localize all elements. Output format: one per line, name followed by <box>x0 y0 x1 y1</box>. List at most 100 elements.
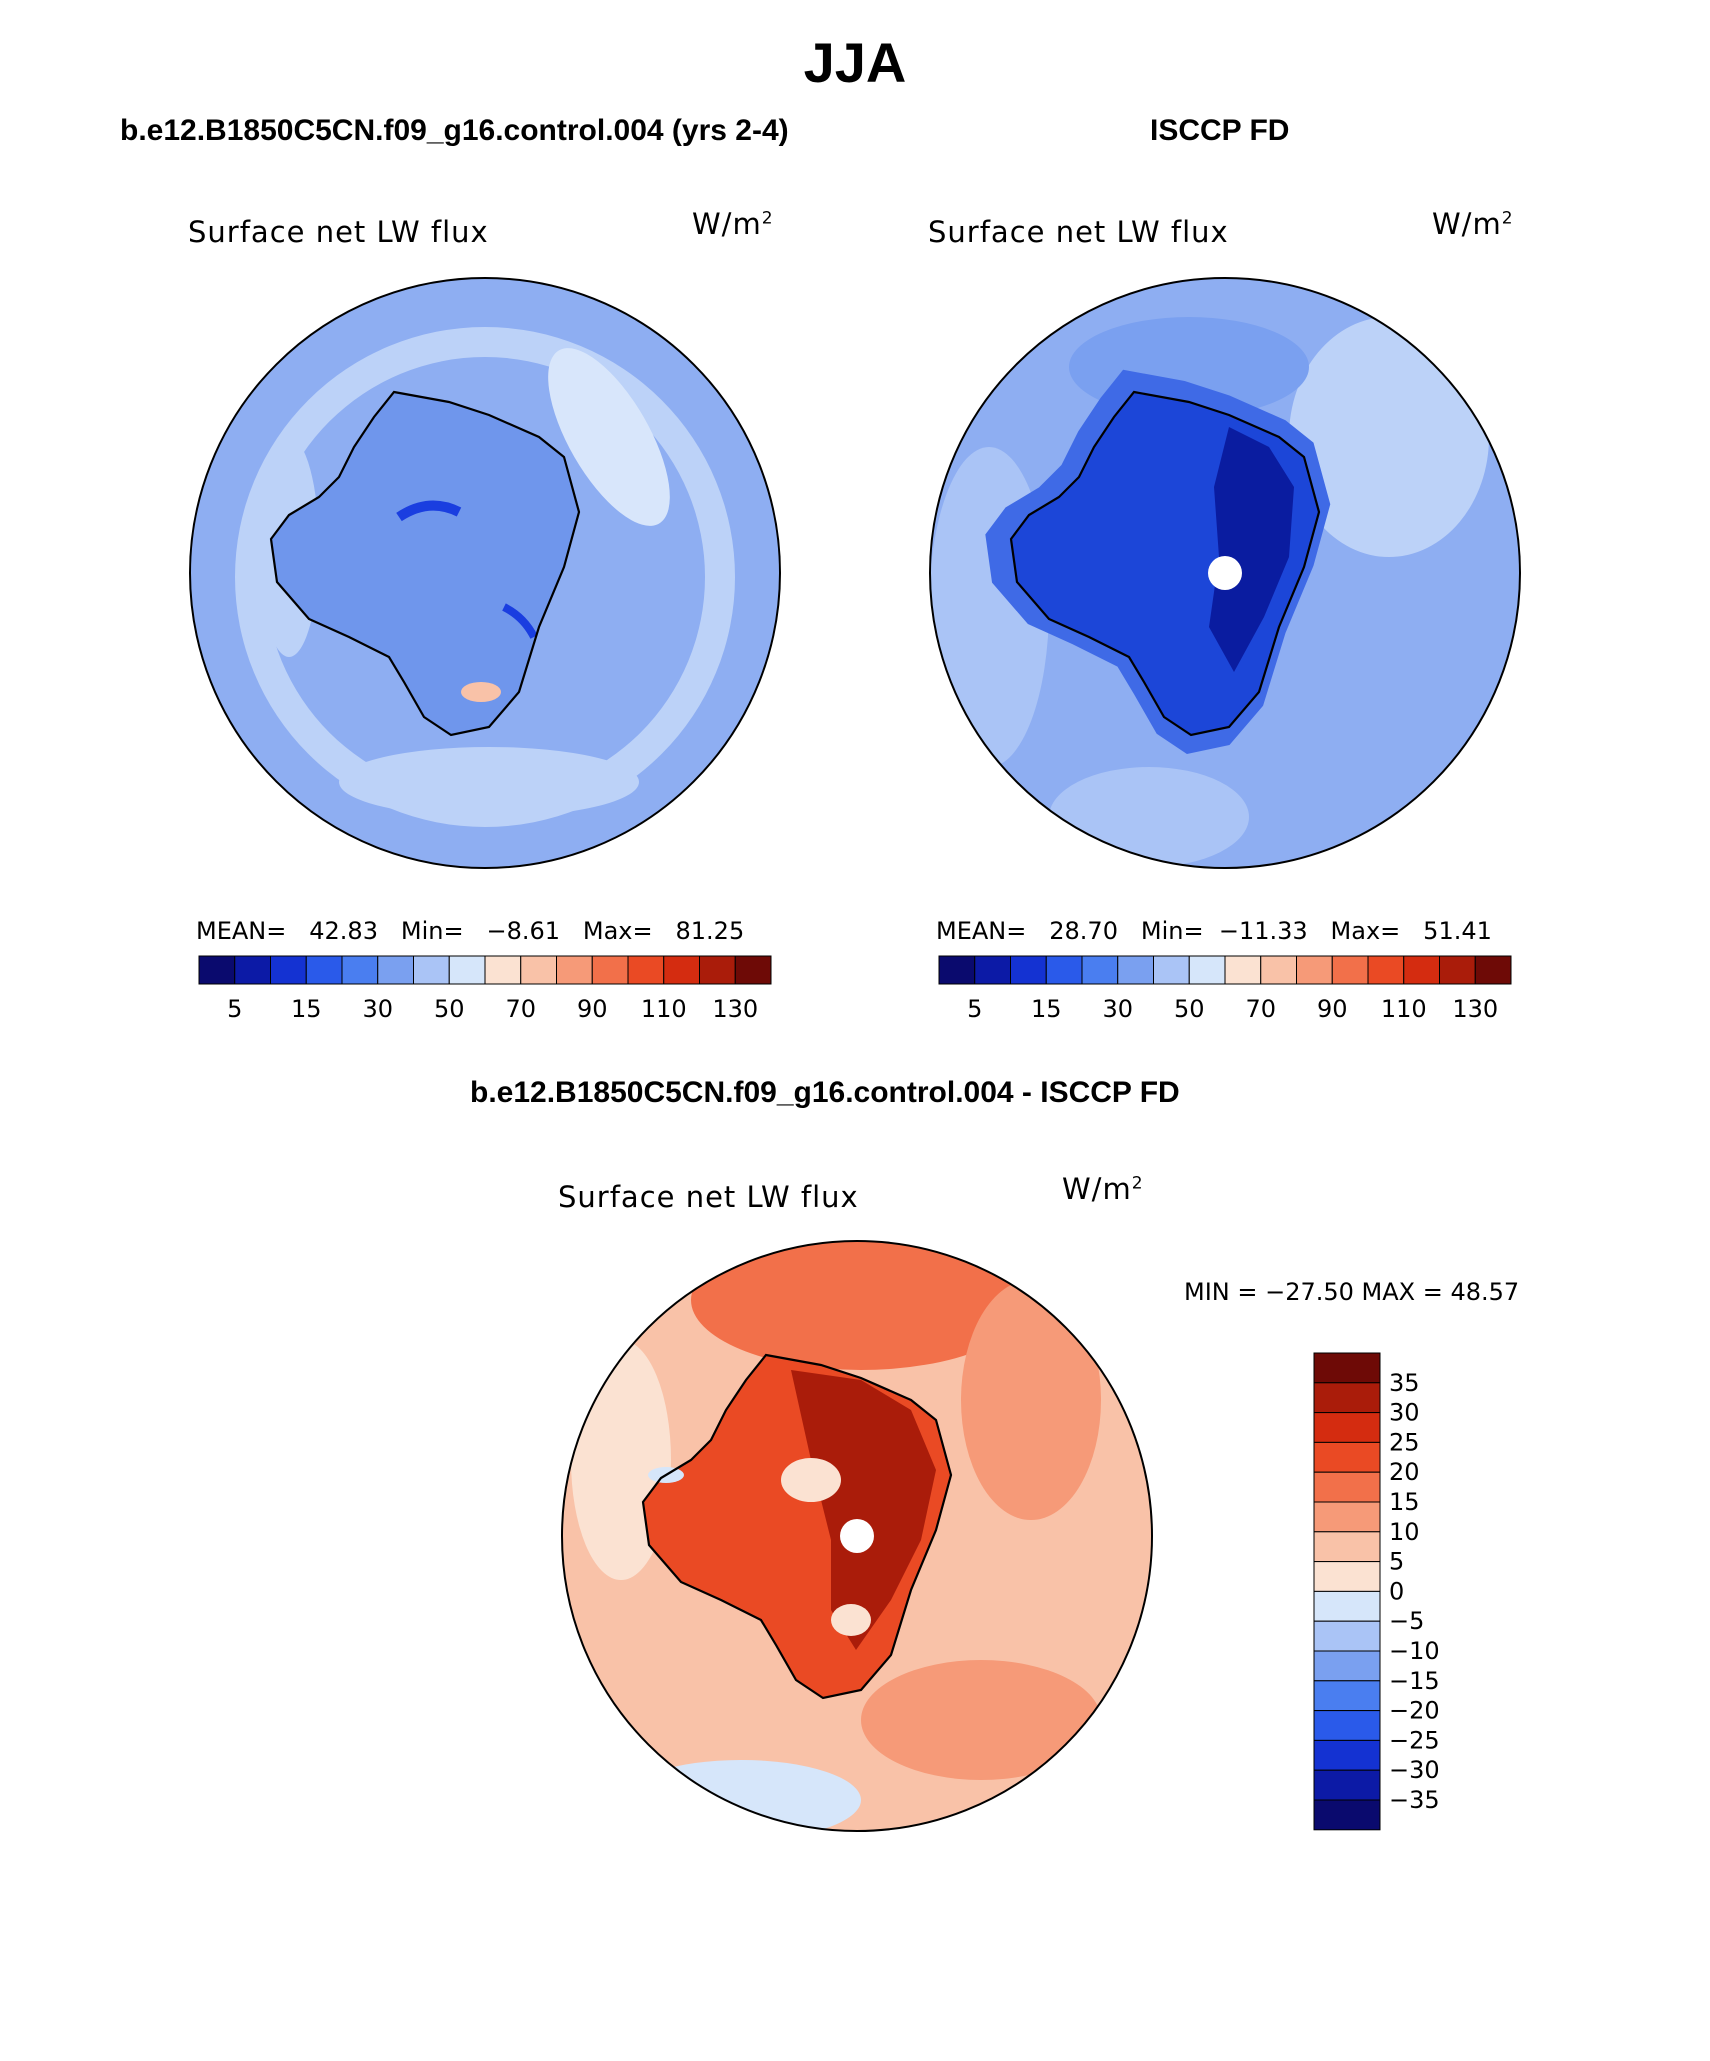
colorbar-swatch <box>556 955 593 985</box>
colorbar-tick-label: 70 <box>1245 995 1276 1023</box>
colorbar-tick-label: 130 <box>712 995 758 1023</box>
colorbar-swatch <box>1296 955 1333 985</box>
colorbar-tick-label: 15 <box>1031 995 1062 1023</box>
colorbar-swatch <box>305 955 343 985</box>
colorbar-swatch <box>1367 955 1405 985</box>
colorbar-swatch <box>234 955 271 985</box>
colorbar-swatch <box>1313 1561 1381 1592</box>
colorbar-swatch <box>1439 955 1476 985</box>
colorbar-swatch <box>1313 1441 1381 1473</box>
colorbar-swatch <box>1117 955 1154 985</box>
colorbar-swatch <box>270 955 307 985</box>
colorbar-swatch <box>1313 1680 1381 1712</box>
colorbar-tick-label: 90 <box>1317 995 1348 1023</box>
colorbar-swatch <box>1188 955 1226 985</box>
coastline <box>269 390 581 737</box>
panel-left-header: b.e12.B1850C5CN.f09_g16.control.004 (yrs… <box>120 114 789 147</box>
colorbar-swatch <box>938 955 976 985</box>
colorbar-tick-label: 50 <box>1174 995 1205 1023</box>
colorbar-tick-label: −30 <box>1389 1756 1440 1784</box>
diff-panel-header: b.e12.B1850C5CN.f09_g16.control.004 - IS… <box>470 1076 1180 1109</box>
colorbar-tick-label: 25 <box>1389 1428 1420 1456</box>
panel-right-stats: MEAN= 28.70 Min= −11.33 Max= 51.41 <box>936 917 1492 945</box>
panel-right-variable: Surface net LW flux <box>928 215 1229 249</box>
colorbar-tick-label: −20 <box>1389 1697 1440 1725</box>
colorbar-tick-label: 30 <box>1102 995 1133 1023</box>
colorbar-tick-label: 110 <box>641 995 687 1023</box>
colorbar-tick-label: 70 <box>505 995 536 1023</box>
panel-right-units: W/m2 <box>1432 207 1514 241</box>
colorbar-swatch <box>1313 1620 1381 1652</box>
figure-title: JJA <box>803 31 907 94</box>
colorbar-swatch <box>1313 1590 1381 1622</box>
colorbar-swatch <box>1474 955 1512 985</box>
colorbar-swatch <box>198 955 236 985</box>
colorbar-swatch <box>1403 955 1440 985</box>
continent-fill <box>271 392 579 735</box>
colorbar-tick-label: 15 <box>291 995 322 1023</box>
colorbar-tick-label: −5 <box>1389 1607 1424 1635</box>
colorbar-swatch <box>1045 955 1083 985</box>
panel-left-variable: Surface net LW flux <box>188 215 489 249</box>
coastline <box>641 1353 953 1700</box>
panel-left-colorbar: 5 15 30 50 70 90 110 130 <box>198 955 772 1023</box>
colorbar-swatch <box>1260 955 1297 985</box>
pole-hole <box>1208 556 1242 590</box>
colorbar-tick-label: −35 <box>1389 1786 1440 1814</box>
colorbar-swatch <box>1313 1710 1381 1741</box>
colorbar-swatch <box>1010 955 1047 985</box>
panel-right-header: ISCCP FD <box>1150 114 1290 147</box>
colorbar-swatch <box>1313 1799 1381 1831</box>
colorbar-tick-label: 90 <box>577 995 608 1023</box>
colorbar-swatch <box>1313 1739 1381 1771</box>
colorbar-swatch <box>377 955 414 985</box>
colorbar-swatch <box>974 955 1011 985</box>
colorbar-swatch <box>520 955 557 985</box>
colorbar-swatch <box>1313 1382 1381 1414</box>
diff-panel-minmax: MIN = −27.50 MAX = 48.57 <box>1184 1278 1520 1306</box>
colorbar-swatch <box>1331 955 1369 985</box>
colorbar-tick-label: −25 <box>1389 1726 1440 1754</box>
colorbar-swatch <box>1313 1531 1381 1563</box>
colorbar-swatch <box>1313 1769 1381 1801</box>
colorbar-swatch <box>734 955 772 985</box>
colorbar-swatch <box>413 955 450 985</box>
colorbar-swatch <box>1313 1471 1381 1503</box>
colorbar-tick-label: 5 <box>1389 1548 1404 1576</box>
colorbar-tick-label: 10 <box>1389 1518 1420 1546</box>
panel-left-map <box>189 277 781 869</box>
panel-right-map <box>929 277 1521 869</box>
pole-hole <box>840 1519 874 1553</box>
colorbar-swatch <box>1313 1650 1381 1682</box>
colorbar-swatch <box>484 955 522 985</box>
colorbar-swatch <box>1224 955 1262 985</box>
panel-right-colorbar: 5 15 30 50 70 90 110 130 <box>938 955 1512 1023</box>
colorbar-tick-label: 110 <box>1381 995 1427 1023</box>
colorbar-tick-label: 130 <box>1452 995 1498 1023</box>
colorbar-swatch <box>699 955 736 985</box>
colorbar-swatch <box>1081 955 1119 985</box>
panel-left-stats: MEAN= 42.83 Min= −8.61 Max= 81.25 <box>196 917 745 945</box>
colorbar-tick-label: 35 <box>1389 1369 1420 1397</box>
colorbar-swatch <box>1313 1501 1381 1533</box>
colorbar-swatch <box>627 955 665 985</box>
colorbar-tick-label: 30 <box>1389 1399 1420 1427</box>
colorbar-swatch <box>1153 955 1190 985</box>
colorbar-tick-label: −10 <box>1389 1637 1440 1665</box>
colorbar-tick-label: 5 <box>967 995 982 1023</box>
colorbar-tick-label: −15 <box>1389 1667 1440 1695</box>
diff-panel-map <box>561 1240 1153 1832</box>
diff-panel-units: W/m2 <box>1062 1172 1144 1206</box>
colorbar-swatch <box>448 955 486 985</box>
colorbar-swatch <box>341 955 379 985</box>
colorbar-tick-label: 5 <box>227 995 242 1023</box>
coastline <box>1009 390 1321 737</box>
colorbar-tick-label: 0 <box>1389 1577 1404 1605</box>
panel-left-units: W/m2 <box>692 207 774 241</box>
diff-panel-variable: Surface net LW flux <box>558 1180 859 1214</box>
colorbar-tick-label: 30 <box>362 995 393 1023</box>
colorbar-swatch <box>663 955 700 985</box>
colorbar-swatch <box>1313 1412 1381 1443</box>
colorbar-swatch <box>591 955 629 985</box>
colorbar-tick-label: 15 <box>1389 1488 1420 1516</box>
